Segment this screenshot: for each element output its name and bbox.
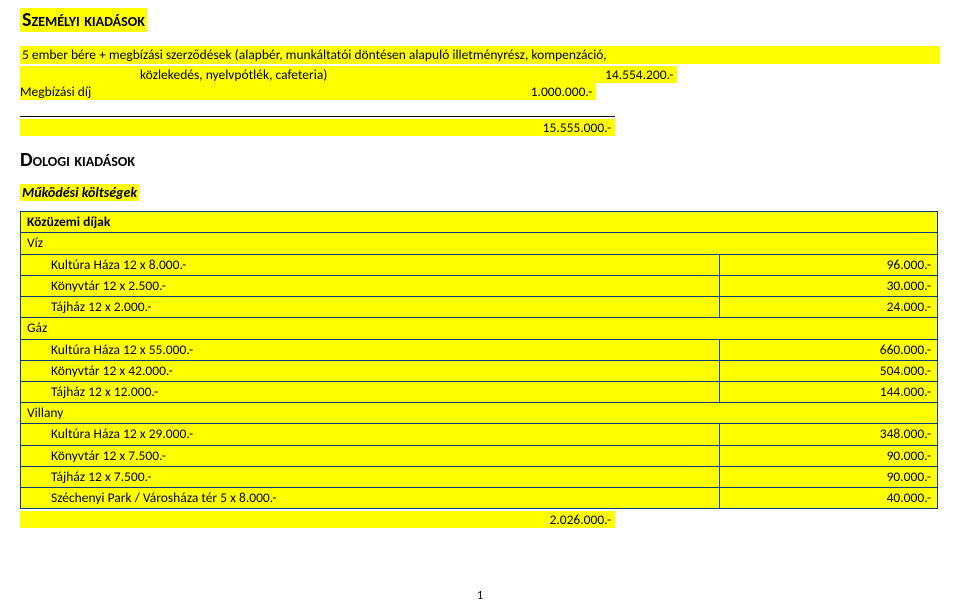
data-amt: 24.000.- [720,297,938,318]
intro-line2-label: közlekedés, nyelvpótlék, cafeteria) [20,66,587,83]
table-header-row: Közüzemi díjak [21,212,938,233]
data-desc: Tájház 12 x 12.000.- [21,381,720,402]
data-amt: 40.000.- [720,488,938,509]
budget-table: Közüzemi díjak Víz Kultúra Háza 12 x 8.0… [20,211,938,509]
data-desc-text: Tájház 12 x 7.500.- [27,468,151,486]
section1-total: 15.555.000.- [20,119,615,136]
group-label-cell: Gáz [21,318,938,339]
data-amt: 660.000.- [720,339,938,360]
divider-line [20,116,615,117]
data-amt: 96.000.- [720,254,938,275]
data-desc: Könyvtár 12 x 2.500.- [21,275,720,296]
group-label-cell: Víz [21,233,938,254]
data-desc: Tájház 12 x 2.000.- [21,297,720,318]
data-desc: Kultúra Háza 12 x 55.000.- [21,339,720,360]
page-number: 1 [0,589,960,603]
data-desc-text: Kultúra Háza 12 x 55.000.- [27,341,193,359]
data-row: Tájház 12 x 7.500.- 90.000.- [21,466,938,487]
data-desc: Kultúra Háza 12 x 29.000.- [21,424,720,445]
group-row: Víz [21,233,938,254]
intro-line2-amount: 14.554.200.- [587,66,677,83]
data-desc: Tájház 12 x 7.500.- [21,466,720,487]
data-desc-text: Kultúra Háza 12 x 29.000.- [27,425,193,443]
data-amt: 348.000.- [720,424,938,445]
data-row: Kultúra Háza 12 x 29.000.- 348.000.- [21,424,938,445]
group-row: Villany [21,403,938,424]
group-row: Gáz [21,318,938,339]
data-row: Tájház 12 x 12.000.- 144.000.- [21,381,938,402]
data-row: Kultúra Háza 12 x 8.000.- 96.000.- [21,254,938,275]
group-label-cell: Villany [21,403,938,424]
section2-title: Dologi kiadások [20,148,940,172]
data-desc-text: Könyvtár 12 x 2.500.- [27,277,166,295]
megbizasi-amount: 1.000.000.- [506,83,596,100]
data-amt: 144.000.- [720,381,938,402]
table-header-cell: Közüzemi díjak [21,212,938,233]
data-desc-text: Tájház 12 x 12.000.- [27,383,158,401]
data-row: Kultúra Háza 12 x 55.000.- 660.000.- [21,339,938,360]
grand-total: 2.026.000.- [20,511,615,528]
intro-line2-row: közlekedés, nyelvpótlék, cafeteria) 14.5… [20,66,940,83]
data-row: Könyvtár 12 x 42.000.- 504.000.- [21,360,938,381]
data-desc: Könyvtár 12 x 42.000.- [21,360,720,381]
data-desc-text: Tájház 12 x 2.000.- [27,298,151,316]
data-amt: 90.000.- [720,466,938,487]
intro-line1: 5 ember bére + megbízási szerződések (al… [20,46,940,64]
data-desc-text: Kultúra Háza 12 x 8.000.- [27,256,186,274]
data-row: Széchenyi Park / Városháza tér 5 x 8.000… [21,488,938,509]
data-amt: 90.000.- [720,445,938,466]
section1-title: Személyi kiadások [20,8,147,32]
data-row: Tájház 12 x 2.000.- 24.000.- [21,297,938,318]
data-row: Könyvtár 12 x 2.500.- 30.000.- [21,275,938,296]
data-desc-text: Könyvtár 12 x 7.500.- [27,447,166,465]
section2-sub: Működési költségek [20,184,139,201]
data-desc: Széchenyi Park / Városháza tér 5 x 8.000… [21,488,720,509]
data-desc-text: Széchenyi Park / Városháza tér 5 x 8.000… [27,489,277,507]
megbizasi-label: Megbízási díj [20,83,506,100]
data-amt: 30.000.- [720,275,938,296]
megbizasi-row: Megbízási díj 1.000.000.- [20,83,940,100]
data-desc: Könyvtár 12 x 7.500.- [21,445,720,466]
data-desc-text: Könyvtár 12 x 42.000.- [27,362,173,380]
table-header-text: Közüzemi díjak [27,213,110,230]
data-amt: 504.000.- [720,360,938,381]
data-desc: Kultúra Háza 12 x 8.000.- [21,254,720,275]
data-row: Könyvtár 12 x 7.500.- 90.000.- [21,445,938,466]
